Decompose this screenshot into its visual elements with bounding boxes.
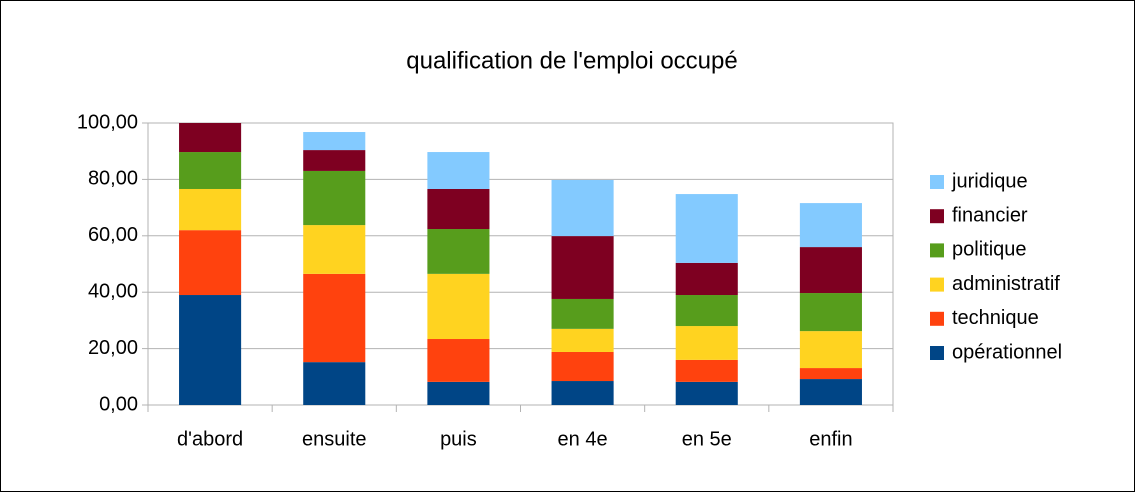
y-tick-label: 20,00 [88, 337, 138, 359]
bar-segment [179, 123, 242, 153]
bar-segment [303, 150, 366, 171]
bar-segment [303, 170, 366, 226]
y-tick-label: 40,00 [88, 280, 138, 302]
bar-segment [303, 273, 366, 363]
bar-segment [179, 188, 242, 231]
chart-title: qualification de l'emploi occupé [406, 47, 737, 74]
x-tick-label: puis [440, 428, 477, 450]
bar-segment [551, 351, 614, 382]
bar-segment [427, 273, 490, 340]
legend-swatch [930, 311, 944, 326]
bar-segment [427, 229, 490, 274]
legend-swatch [930, 243, 944, 258]
bar-segment [675, 194, 738, 263]
legend-swatch [930, 277, 944, 292]
bar-segment [551, 179, 614, 237]
bar-segment [551, 328, 614, 352]
bar-segment [179, 295, 242, 405]
x-tick-label: en 5e [682, 428, 732, 450]
bar-segment [427, 152, 490, 189]
bar-segment [799, 203, 862, 248]
y-tick-label: 60,00 [88, 224, 138, 246]
bar-segment [675, 326, 738, 360]
legend-swatch [930, 175, 944, 189]
legend-label: administratif [952, 273, 1060, 295]
bar-segment [179, 152, 242, 189]
legend-label: juridique [951, 170, 1028, 192]
legend-swatch [930, 209, 944, 224]
bar-segment [799, 247, 862, 294]
bar-segment [799, 331, 862, 369]
bar-segment [799, 368, 862, 380]
bar-segment [303, 225, 366, 274]
bar-segment [799, 293, 862, 332]
legend-label: financier [952, 204, 1028, 226]
bar-segment [675, 381, 738, 405]
bar-segment [551, 298, 614, 329]
y-tick-label: 80,00 [88, 168, 138, 190]
x-tick-label: en 4e [558, 428, 608, 450]
x-tick-label: enfin [809, 428, 852, 450]
x-tick-label: d'abord [177, 428, 243, 450]
bar-segment [303, 132, 366, 151]
bar-segment [799, 379, 862, 405]
y-tick-label: 100,00 [77, 111, 138, 133]
bar-segment [675, 295, 738, 327]
bar-segment [179, 230, 242, 296]
bar-segment [551, 381, 614, 405]
bar-segment [427, 188, 490, 230]
bar-segment [427, 339, 490, 382]
legend-swatch [930, 346, 944, 360]
bar-segment [551, 236, 614, 299]
y-tick-label: 0,00 [99, 393, 138, 415]
bar-segment [303, 362, 366, 405]
bar-segment [427, 381, 490, 405]
x-tick-label: ensuite [302, 428, 367, 450]
legend-label: politique [952, 239, 1027, 261]
legend-label: opérationnel [952, 341, 1062, 363]
bar-segment [675, 359, 738, 382]
legend-label: technique [952, 307, 1039, 329]
bar-segment [675, 262, 738, 296]
